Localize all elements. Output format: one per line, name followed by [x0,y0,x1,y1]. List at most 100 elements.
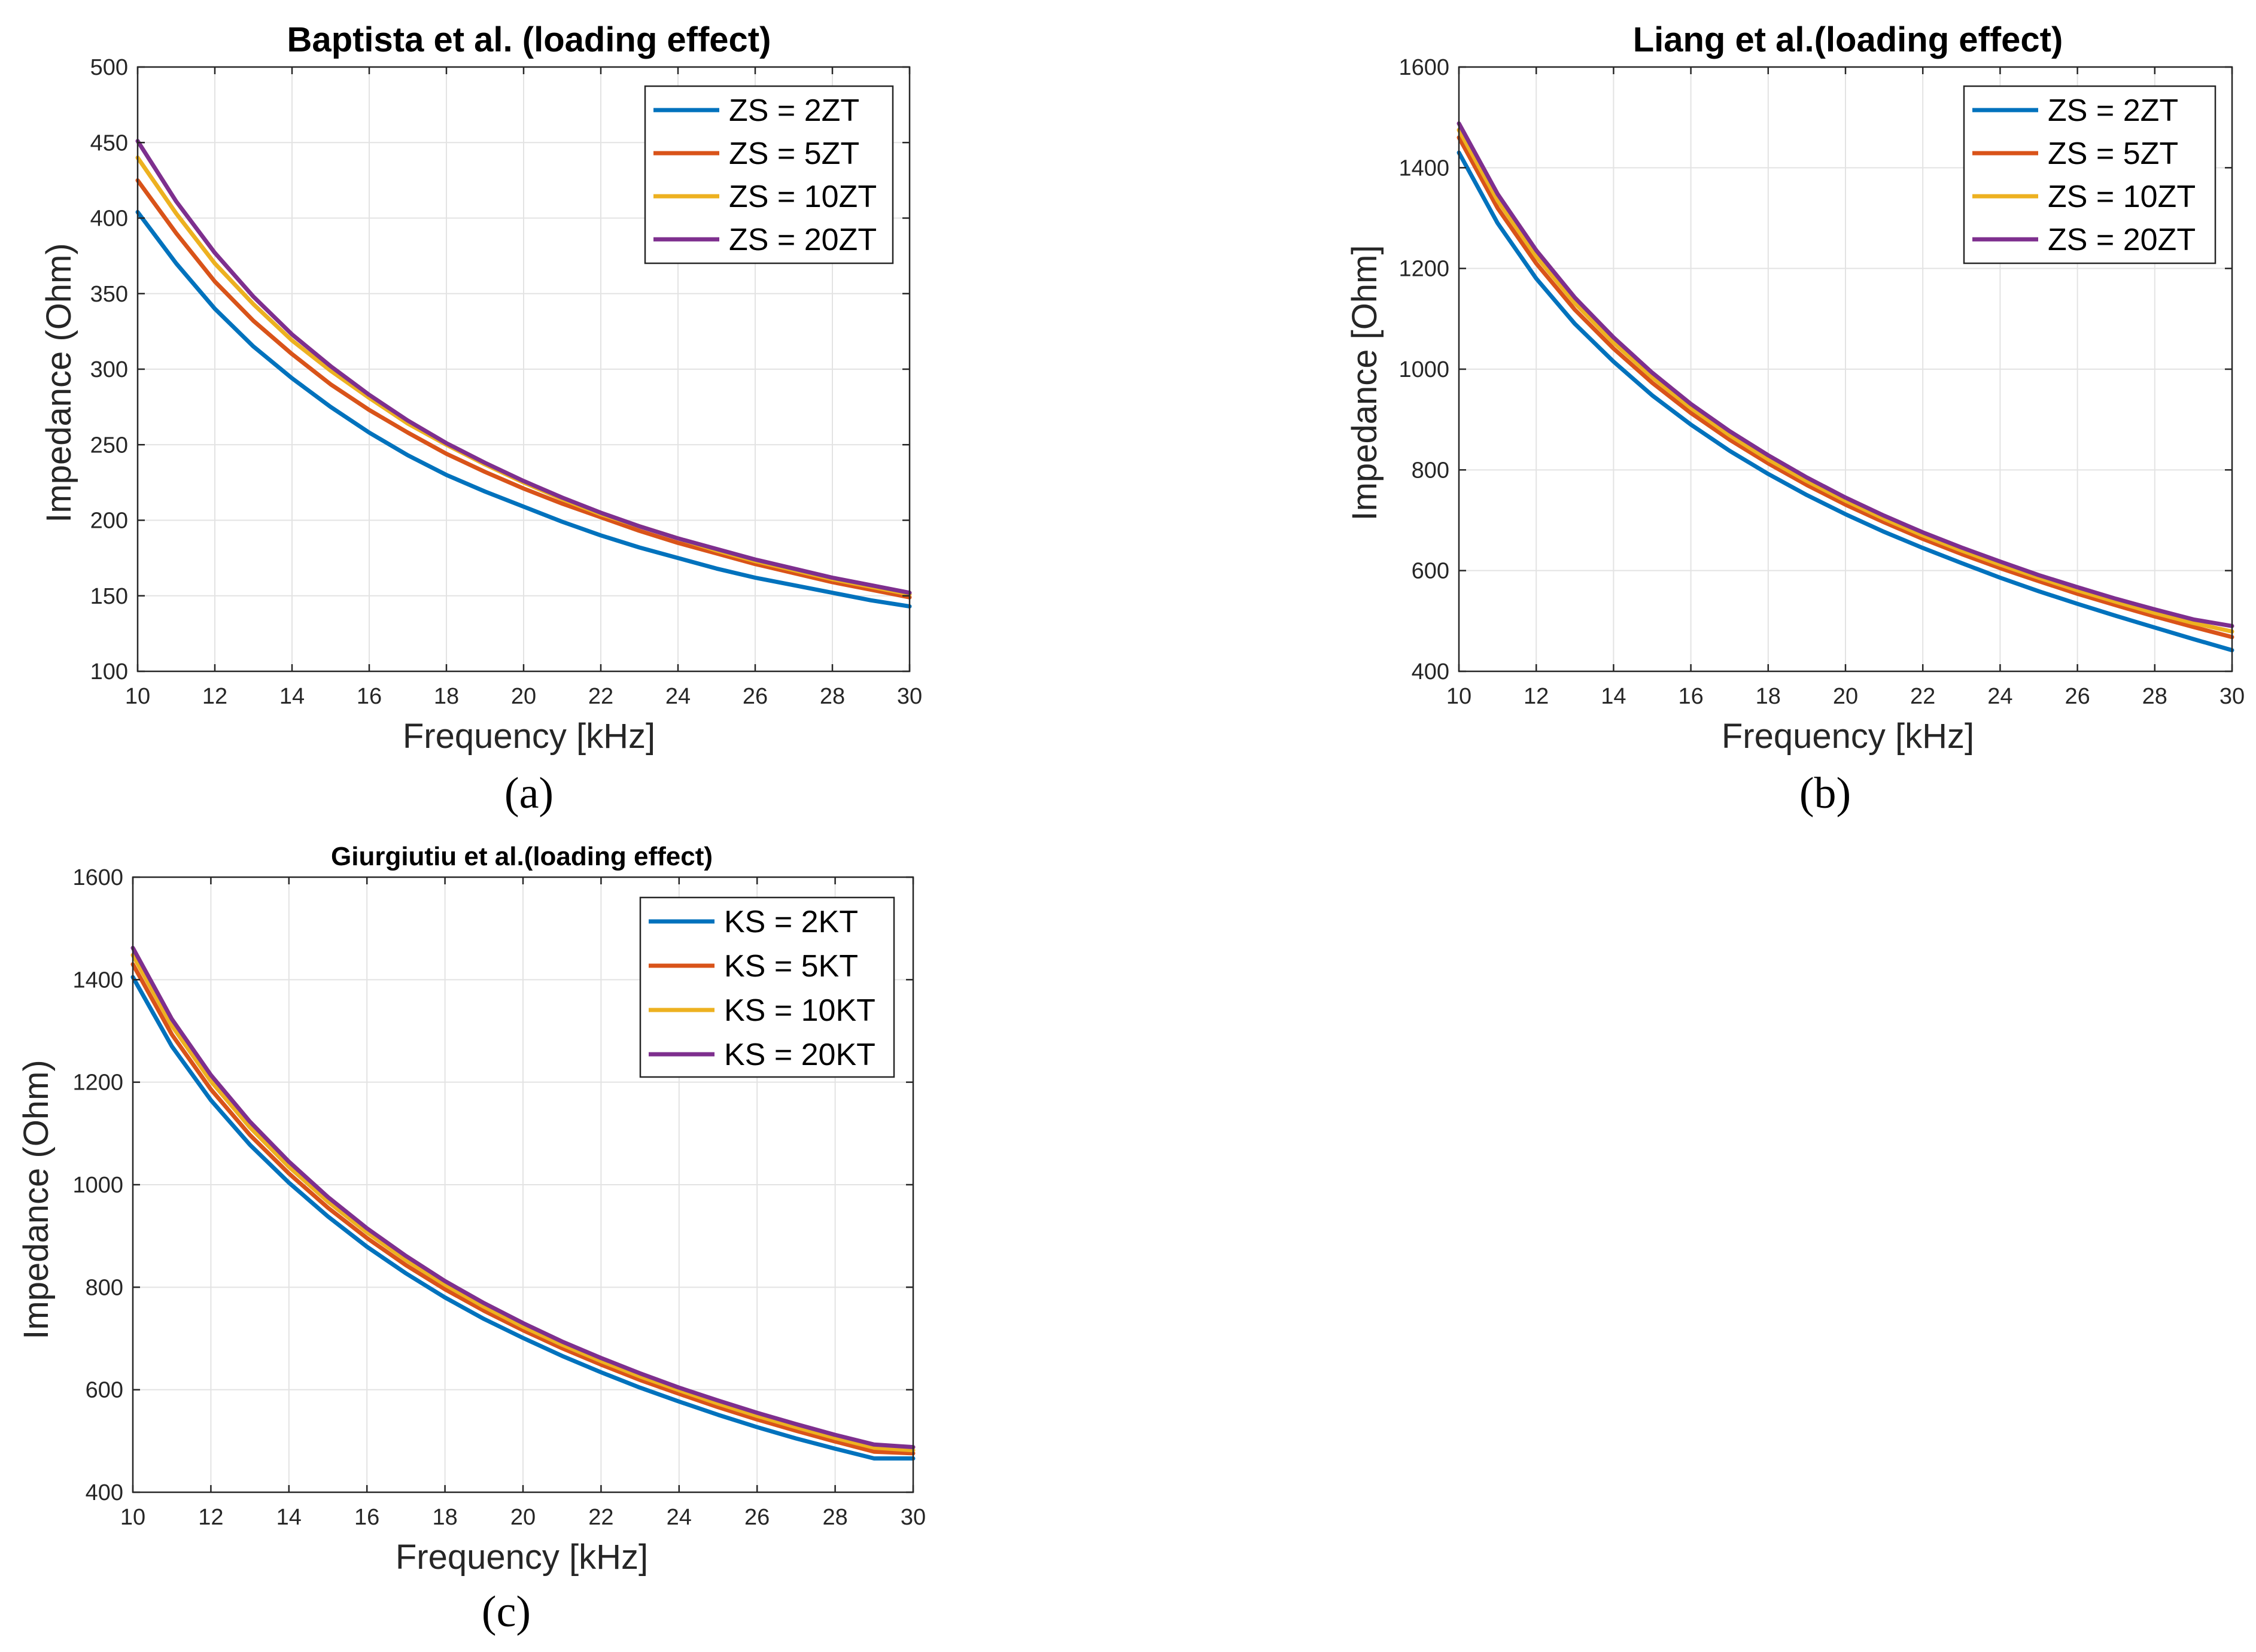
y-tick-label: 800 [1412,458,1449,483]
y-tick-label: 1600 [1398,55,1449,80]
x-tick-label: 10 [1446,684,1471,709]
chart-panel-b: Liang et al.(loading effect) Frequency [… [1345,20,2245,818]
series-line [130,945,916,1450]
x-tick-label: 22 [588,684,613,709]
x-axis-label: Frequency [kHz] [1722,717,1974,756]
x-tick-label: 24 [665,684,691,709]
y-tick-label: 600 [1412,559,1449,584]
series-line [130,975,916,1461]
x-tick-label: 18 [434,684,459,709]
x-tick-label: 30 [901,1505,926,1530]
series-line [1457,127,2234,634]
x-tick-label: 26 [2065,684,2090,709]
x-tick-label: 14 [276,1505,302,1530]
x-tick-label: 14 [1601,684,1626,709]
x-tick-label: 20 [511,684,536,709]
y-tick-label: 1600 [72,865,123,890]
x-tick-label: 30 [897,684,922,709]
legend: ZS = 2ZT ZS = 5ZT ZS = 10ZT ZS = 20ZT [1963,85,2217,264]
y-axis-label: Impedance (Ohm) [17,1060,56,1339]
x-tick-label: 12 [198,1505,223,1530]
x-tick-label: 10 [120,1505,145,1530]
y-tick-label: 1400 [1398,156,1449,181]
series-line [1457,150,2234,653]
chart-panel-a: Baptista et al. (loading effect) Frequen… [39,20,922,818]
y-tick-label: 1200 [1398,257,1449,282]
legend-label: KS = 2KT [724,905,858,939]
x-tick-label: 30 [2219,684,2245,709]
legend-box [644,85,894,264]
chart-panel-c: Giurgiutiu et al.(loading effect) Freque… [17,842,926,1636]
chart-title: Baptista et al. (loading effect) [287,20,771,59]
chart-title: Giurgiutiu et al.(loading effect) [331,842,713,871]
series-line [130,962,916,1456]
y-tick-label: 100 [90,659,128,684]
y-tick-label: 1000 [72,1173,123,1198]
legend-box [1963,85,2217,264]
x-tick-label: 20 [510,1505,536,1530]
panel-label-a: (a) [504,769,554,818]
series-line [1457,135,2234,640]
y-tick-label: 1400 [72,968,123,993]
series-line [135,209,912,609]
x-tick-label: 24 [667,1505,692,1530]
y-tick-label: 350 [90,282,128,307]
chart-title: Liang et al.(loading effect) [1633,20,2063,59]
legend-label: ZS = 2ZT [2048,93,2178,128]
y-tick-label: 250 [90,433,128,458]
x-tick-label: 12 [202,684,227,709]
legend-label: KS = 20KT [724,1038,875,1072]
y-tick-label: 400 [90,206,128,232]
y-axis-label: Impedance [Ohm] [1345,245,1384,521]
y-tick-label: 600 [86,1378,123,1403]
legend-label: KS = 10KT [724,993,875,1028]
y-tick-label: 500 [90,55,128,80]
panel-label-c: (c) [482,1587,531,1636]
x-tick-label: 28 [820,684,845,709]
series-line [130,953,916,1453]
legend-label: ZS = 20ZT [729,223,877,257]
series-line [135,139,912,595]
x-tick-label: 28 [2142,684,2167,709]
x-tick-label: 24 [1987,684,2012,709]
y-tick-label: 1200 [72,1070,123,1096]
x-tick-label: 26 [743,684,768,709]
x-tick-label: 14 [279,684,305,709]
x-tick-label: 18 [432,1505,457,1530]
legend-label: ZS = 10ZT [729,180,877,214]
y-tick-label: 400 [1412,659,1449,684]
y-axis-label: Impedance (Ohm) [39,243,78,522]
x-tick-label: 28 [822,1505,847,1530]
legend-label: ZS = 5ZT [729,136,859,171]
legend-label: ZS = 10ZT [2048,180,2196,214]
x-tick-label: 18 [1756,684,1781,709]
y-tick-label: 400 [86,1480,123,1505]
series-line [1457,121,2234,628]
y-tick-label: 150 [90,584,128,609]
y-tick-label: 1000 [1398,357,1449,382]
y-tick-label: 450 [90,130,128,156]
y-tick-label: 800 [86,1275,123,1300]
y-tick-label: 300 [90,357,128,382]
x-tick-label: 12 [1524,684,1549,709]
legend-box [639,896,895,1078]
x-axis-label: Frequency [kHz] [403,717,655,756]
x-tick-label: 22 [1910,684,1935,709]
legend-label: ZS = 20ZT [2048,223,2196,257]
x-tick-label: 26 [744,1505,770,1530]
legend-label: ZS = 2ZT [729,93,859,128]
x-tick-label: 16 [1678,684,1703,709]
x-tick-label: 16 [354,1505,379,1530]
x-tick-label: 22 [588,1505,613,1530]
legend: KS = 2KT KS = 5KT KS = 10KT KS = 20KT [639,896,895,1078]
x-tick-label: 10 [125,684,150,709]
y-tick-label: 200 [90,509,128,534]
legend-label: ZS = 5ZT [2048,136,2178,171]
legend-label: KS = 5KT [724,949,858,984]
x-tick-label: 20 [1833,684,1858,709]
panel-label-b: (b) [1799,769,1851,818]
x-tick-label: 16 [357,684,382,709]
legend: ZS = 2ZT ZS = 5ZT ZS = 10ZT ZS = 20ZT [644,85,894,264]
x-axis-label: Frequency [kHz] [396,1538,648,1577]
